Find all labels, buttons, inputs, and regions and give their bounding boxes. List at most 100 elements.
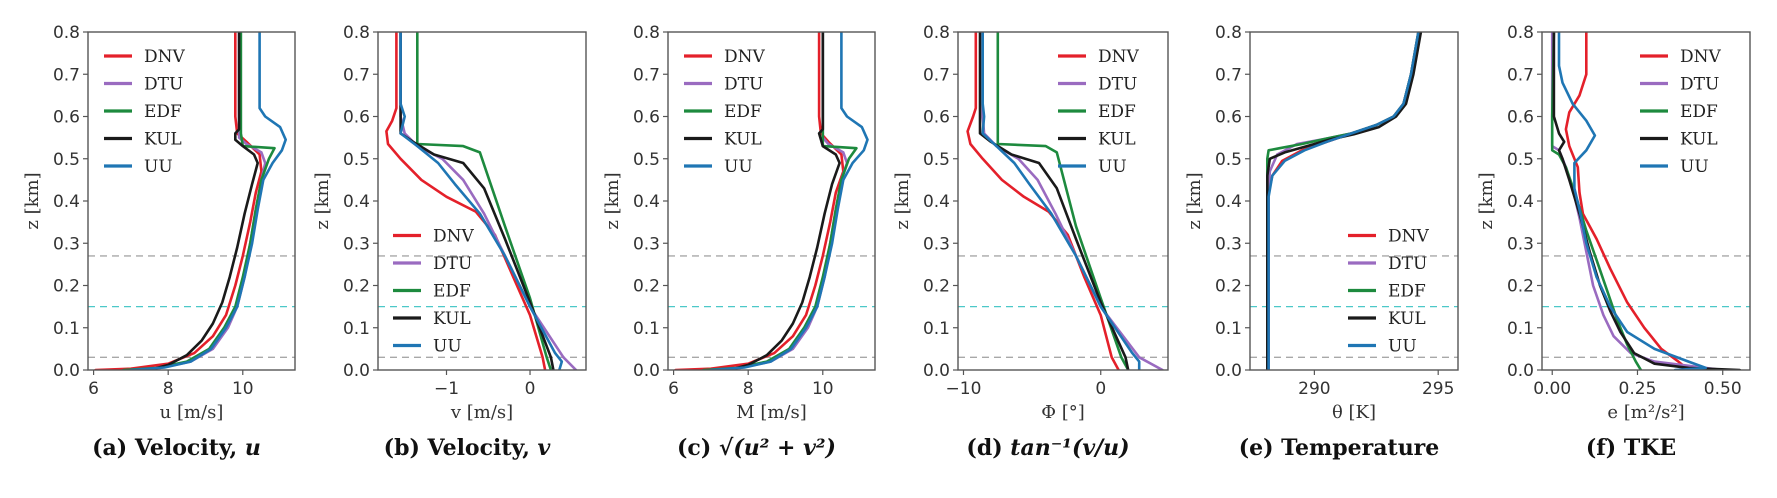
y-tick-label: 0.2 xyxy=(1507,277,1534,297)
y-tick-label: 0.6 xyxy=(53,108,80,128)
y-tick-label: 0.6 xyxy=(633,108,660,128)
series-line-edf xyxy=(416,32,553,370)
legend: DNV DTU EDF KUL UU xyxy=(1058,47,1140,177)
x-tick-label: −1 xyxy=(434,379,459,399)
y-tick-label: 0.4 xyxy=(1507,192,1534,212)
y-tick-label: 0.4 xyxy=(1215,192,1242,212)
y-axis-label: z [km] xyxy=(892,172,913,229)
x-tick-label: 8 xyxy=(743,379,754,399)
legend-label-kul: KUL xyxy=(433,309,471,329)
series-line-uu xyxy=(129,32,287,370)
y-tick-label: 0.7 xyxy=(1215,65,1242,85)
y-tick-label: 0.3 xyxy=(923,234,950,254)
series-line-dnv xyxy=(385,32,547,370)
legend-label-edf: EDF xyxy=(724,102,762,122)
panel-a: 0.0 0.1 0.2 0.3 0.4 0.5 0.6 0.7 0.8 6 8 10 u [m/s] z … xyxy=(22,23,296,461)
y-axis-label: z [km] xyxy=(602,172,623,229)
y-tick-label: 0.4 xyxy=(633,192,660,212)
legend: DNV DTU EDF KUL UU xyxy=(393,227,475,357)
y-tick-label: 0.1 xyxy=(923,319,950,339)
y-tick-label: 0.4 xyxy=(53,192,80,212)
x-tick-label: 295 xyxy=(1422,379,1454,399)
y-tick-label: 0.2 xyxy=(923,277,950,297)
y-tick-label: 0.2 xyxy=(633,277,660,297)
y-tick-label: 0.7 xyxy=(343,65,370,85)
x-tick-label: 6 xyxy=(88,379,99,399)
legend-label-dnv: DNV xyxy=(724,47,766,67)
y-axis-label: z [km] xyxy=(22,172,43,229)
series-line-kul xyxy=(148,32,259,370)
legend-label-dnv: DNV xyxy=(1388,227,1430,247)
panel-c: 0.0 0.1 0.2 0.3 0.4 0.5 0.6 0.7 0.8 6 8 10M [m/s] z … xyxy=(602,23,876,461)
y-tick-label: 0.3 xyxy=(343,234,370,254)
legend-label-edf: EDF xyxy=(1098,102,1136,122)
y-tick-label: 0.6 xyxy=(1215,108,1242,128)
y-tick-label: 0.3 xyxy=(1215,234,1242,254)
y-tick-label: 0.6 xyxy=(923,108,950,128)
x-tick-label: 10 xyxy=(812,379,834,399)
y-tick-label: 0.5 xyxy=(343,150,370,170)
x-axis-label: M [m/s] xyxy=(736,402,807,423)
panel-d: 0.0 0.1 0.2 0.3 0.4 0.5 0.6 0.7 0.8 −10 0 Φ [°] z [k… xyxy=(892,23,1169,461)
caption-text: (c) xyxy=(677,435,719,461)
series-line-uu xyxy=(709,32,869,370)
legend-label-edf: EDF xyxy=(144,102,182,122)
y-tick-label: 0.1 xyxy=(343,319,370,339)
series-line-dtu xyxy=(399,32,578,370)
y-tick-label: 0.1 xyxy=(633,319,660,339)
series-line-dnv xyxy=(1564,32,1690,370)
y-tick-label: 0.0 xyxy=(633,361,660,381)
legend-label-uu: UU xyxy=(1098,157,1127,177)
legend-label-uu: UU xyxy=(1680,157,1709,177)
panel-caption: (a) Velocity, u xyxy=(92,435,261,461)
y-tick-label: 0.2 xyxy=(53,277,80,297)
legend-label-edf: EDF xyxy=(1388,282,1426,302)
x-tick-label: 290 xyxy=(1298,379,1330,399)
legend: DNV DTU EDF KUL UU xyxy=(684,47,766,177)
series-line-edf xyxy=(702,32,858,370)
y-tick-label: 0.0 xyxy=(1215,361,1242,381)
legend-label-dnv: DNV xyxy=(433,227,475,247)
y-tick-label: 0.7 xyxy=(923,65,950,85)
series-group xyxy=(674,32,869,370)
legend-label-dnv: DNV xyxy=(1098,47,1140,67)
y-axis-label: z [km] xyxy=(312,172,333,229)
y-tick-label: 0.0 xyxy=(53,361,80,381)
caption-math: u xyxy=(245,435,261,461)
y-tick-label: 0.6 xyxy=(343,108,370,128)
y-tick-label: 0.0 xyxy=(1507,361,1534,381)
panel-caption: (b) Velocity, v xyxy=(384,435,551,461)
y-axis-label: z [km] xyxy=(1184,172,1205,229)
series-group xyxy=(1266,32,1423,370)
series-line-uu xyxy=(1557,32,1707,370)
y-tick-label: 0.3 xyxy=(633,234,660,254)
y-tick-label: 0.5 xyxy=(53,150,80,170)
series-line-uu xyxy=(981,32,1141,370)
x-axis-label: Φ [°] xyxy=(1041,402,1085,423)
legend-label-edf: EDF xyxy=(433,282,471,302)
x-tick-label: 0.25 xyxy=(1619,379,1657,399)
panel-caption: (e) Temperature xyxy=(1239,435,1440,461)
series-line-edf xyxy=(1550,32,1643,370)
legend-label-kul: KUL xyxy=(1098,130,1136,150)
y-tick-label: 0.7 xyxy=(633,65,660,85)
legend-label-dtu: DTU xyxy=(144,75,183,95)
series-line-dnv xyxy=(966,32,1120,370)
y-tick-label: 0.5 xyxy=(1507,150,1534,170)
x-tick-label: −10 xyxy=(946,379,982,399)
series-group xyxy=(1550,32,1742,370)
y-tick-label: 0.3 xyxy=(1507,234,1534,254)
x-tick-label: 8 xyxy=(163,379,174,399)
series-line-uu xyxy=(1267,32,1420,370)
legend-label-kul: KUL xyxy=(1388,309,1426,329)
caption-math: √(u² + v²) xyxy=(719,435,836,461)
series-line-edf xyxy=(996,32,1130,370)
legend-label-kul: KUL xyxy=(724,130,762,150)
y-tick-label: 0.8 xyxy=(923,23,950,43)
y-tick-label: 0.7 xyxy=(53,65,80,85)
legend: DNV DTU EDF KUL UU xyxy=(1640,47,1722,177)
y-tick-label: 0.6 xyxy=(1507,108,1534,128)
x-tick-label: 0 xyxy=(525,379,536,399)
series-line-edf xyxy=(122,32,276,370)
x-axis-label: v [m/s] xyxy=(450,402,513,423)
